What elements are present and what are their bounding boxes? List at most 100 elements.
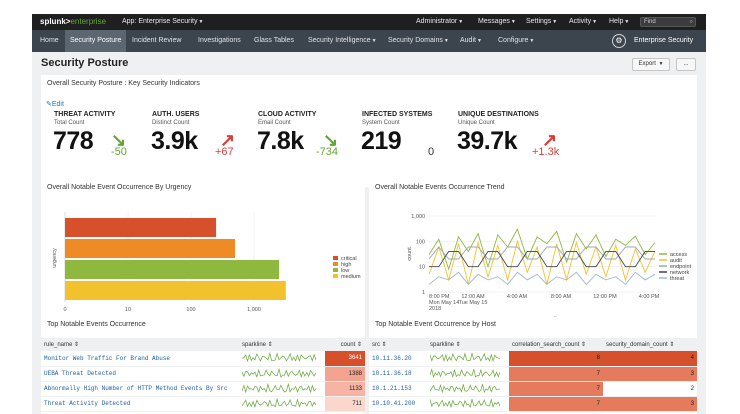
logo-enterprise: enterprise — [70, 17, 107, 26]
column-header-sparkline[interactable]: sparkline ⇕ — [239, 338, 325, 351]
app-menu[interactable]: App: Enterprise Security▼ — [122, 18, 203, 25]
tab-glass-tables[interactable]: Glass Tables — [254, 37, 294, 44]
sparkline-cell — [239, 396, 325, 412]
src-cell[interactable]: 10.11.36.18 — [369, 366, 427, 382]
table-row[interactable]: 10.11.36.18 7 3 — [369, 366, 697, 382]
find-input[interactable]: Find ⌕ — [640, 17, 696, 27]
chevron-down-icon: ▼ — [624, 19, 630, 25]
sparkline-cell — [239, 351, 325, 367]
sparkline-cell — [239, 381, 325, 397]
tab-configure[interactable]: Configure▼ — [498, 30, 543, 52]
urgency-chart-title: Overall Notable Event Occurrence By Urge… — [47, 184, 192, 191]
correlation-count-cell: 7 — [509, 381, 603, 397]
x-tick-label: 4:00 AM — [507, 294, 528, 300]
column-label: sparkline — [242, 342, 267, 348]
splunk-logo[interactable]: splunk>enterprise — [40, 17, 106, 26]
menu-label: Settings — [526, 18, 552, 25]
events-by-host-table: src ⇕ sparkline ⇕ correlation_search_cou… — [369, 338, 697, 412]
chevron-down-icon: ▼ — [371, 38, 377, 44]
column-header-src[interactable]: src ⇕ — [369, 338, 427, 351]
rule-name-cell[interactable]: Monitor Web Traffic For Brand Abuse — [41, 351, 239, 367]
kpi-value: 3.9k — [151, 127, 198, 155]
sparkline — [241, 382, 317, 393]
trend-chart-panel — [369, 180, 697, 326]
src-cell[interactable]: 10.10.41.200 — [369, 396, 427, 412]
series-line-audit[interactable] — [428, 239, 656, 285]
series-line-network[interactable] — [429, 250, 655, 268]
rule-name-cell[interactable]: Threat Activity Detected — [41, 396, 239, 412]
tab-label: Security Intelligence — [308, 37, 371, 44]
x-tick-label: 12:00 PM — [593, 294, 617, 300]
enterprise-security-brand: Enterprise Security — [634, 37, 694, 44]
count-cell: 1133 — [325, 381, 365, 397]
table-row[interactable]: Threat Activity Detected 711 — [41, 396, 365, 412]
rule-name-cell[interactable]: UEBA Threat Detected — [41, 366, 239, 382]
column-header-rule-name[interactable]: rule_name ⇕ — [41, 338, 239, 351]
menu-help[interactable]: Help▼ — [609, 18, 629, 25]
table-row[interactable]: 10.11.36.20 8 4 — [369, 351, 697, 367]
chevron-down-icon: ▼ — [476, 38, 482, 44]
tab-security-intelligence[interactable]: Security Intelligence▼ — [308, 30, 380, 52]
tab-security-domains[interactable]: Security Domains▼ — [388, 30, 450, 52]
tab-audit[interactable]: Audit▼ — [460, 30, 488, 52]
tab-investigations[interactable]: Investigations — [198, 37, 241, 44]
bar-low[interactable] — [65, 260, 280, 279]
column-header-sparkline[interactable]: sparkline ⇕ — [427, 338, 509, 351]
chevron-down-icon: ▼ — [443, 38, 449, 44]
table-row[interactable]: 10.10.41.200 7 3 — [369, 396, 697, 412]
count-cell: 711 — [325, 396, 365, 412]
src-cell[interactable]: 10.1.21.153 — [369, 381, 427, 397]
app-window: splunk>enterprise App: Enterprise Securi… — [32, 14, 706, 414]
kpi-panel — [41, 75, 697, 187]
chevron-down-icon: ▼ — [198, 19, 204, 25]
x-tick-label: 8:00 PM Mon May 14 2018 — [429, 294, 459, 312]
table-row[interactable]: Monitor Web Traffic For Brand Abuse 3641 — [41, 351, 365, 367]
column-header-count[interactable]: count ⇕ — [325, 338, 365, 351]
kpi-title: UNIQUE DESTINATIONS — [458, 111, 539, 118]
events-by-host-title: Top Notable Event Occurrence by Host — [375, 321, 497, 328]
bar-high[interactable] — [65, 239, 236, 258]
src-cell[interactable]: 10.11.36.20 — [369, 351, 427, 367]
arrow-up-right-icon: ↗ — [542, 130, 558, 150]
sort-icon: ⇕ — [267, 342, 273, 348]
kpi-subtitle: Total Count — [54, 120, 85, 126]
bar-medium[interactable] — [65, 281, 286, 300]
kpi-panel-title: Overall Security Posture : Key Security … — [47, 80, 200, 87]
kpi-subtitle: Distinct Count — [152, 120, 190, 126]
menu-label: Activity — [569, 18, 592, 25]
export-button[interactable]: Export ▼ — [632, 58, 670, 71]
tab-home[interactable]: Home — [40, 37, 59, 44]
chevron-down-icon: ▼ — [458, 19, 464, 25]
kpi-delta: +1.3k — [532, 146, 560, 158]
legend-label: critical — [341, 256, 357, 262]
table-row[interactable]: UEBA Threat Detected 1388 — [41, 366, 365, 382]
column-header-security-domain-count[interactable]: security_domain_count ⇕ — [603, 338, 697, 351]
tab-security-posture[interactable]: Security Posture — [65, 30, 126, 52]
sparkline — [429, 383, 501, 393]
series-line-endpoint[interactable] — [428, 246, 655, 260]
rule-name-cell[interactable]: Abnormally High Number of HTTP Method Ev… — [41, 381, 239, 397]
series-line-threat[interactable] — [428, 271, 656, 286]
tab-incident-review[interactable]: Incident Review — [132, 37, 182, 44]
column-header-correlation-search-count[interactable]: correlation_search_count ⇕ — [509, 338, 603, 351]
column-label: sparkline — [430, 342, 455, 348]
menu-activity[interactable]: Activity▼ — [569, 18, 597, 25]
bar-critical[interactable] — [65, 218, 217, 237]
table-row[interactable]: 10.1.21.153 7 2 — [369, 381, 697, 397]
edit-link[interactable]: ✎Edit — [46, 100, 64, 108]
x-tick-label: 10 — [125, 307, 131, 313]
find-placeholder: Find — [644, 19, 656, 25]
top-events-title: Top Notable Events Occurrence — [47, 321, 146, 328]
kpi-subtitle: System Count — [362, 120, 400, 126]
menu-administrator[interactable]: Administrator▼ — [416, 18, 463, 25]
menu-messages[interactable]: Messages▼ — [478, 18, 516, 25]
sparkline-cell — [427, 396, 509, 412]
y-axis-label: urgency — [52, 248, 58, 268]
more-actions-button[interactable]: ... — [676, 58, 696, 71]
kpi-value: 7.8k — [257, 127, 304, 155]
menu-settings[interactable]: Settings▼ — [526, 18, 557, 25]
column-label: security_domain_count — [606, 342, 668, 348]
x-tick-label: 0 — [63, 307, 66, 313]
table-row[interactable]: Abnormally High Number of HTTP Method Ev… — [41, 381, 365, 397]
legend-label: endpoint — [670, 264, 692, 270]
